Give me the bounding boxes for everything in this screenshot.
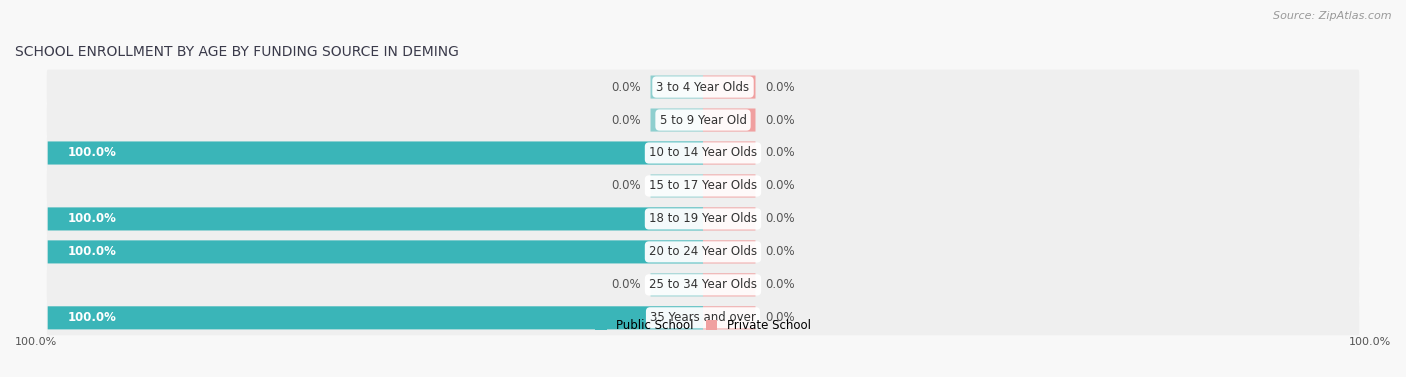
Text: 0.0%: 0.0%: [765, 212, 794, 225]
FancyBboxPatch shape: [48, 141, 703, 164]
Text: 0.0%: 0.0%: [765, 245, 794, 258]
FancyBboxPatch shape: [46, 135, 1360, 170]
FancyBboxPatch shape: [46, 169, 1360, 204]
FancyBboxPatch shape: [46, 70, 1360, 104]
Text: 0.0%: 0.0%: [765, 81, 794, 93]
FancyBboxPatch shape: [703, 141, 755, 164]
Text: 100.0%: 100.0%: [67, 212, 117, 225]
Text: 0.0%: 0.0%: [765, 113, 794, 127]
Text: 100.0%: 100.0%: [67, 311, 117, 324]
Text: 0.0%: 0.0%: [765, 278, 794, 291]
FancyBboxPatch shape: [48, 306, 703, 329]
FancyBboxPatch shape: [651, 75, 703, 99]
Text: 10 to 14 Year Olds: 10 to 14 Year Olds: [650, 147, 756, 159]
Text: 20 to 24 Year Olds: 20 to 24 Year Olds: [650, 245, 756, 258]
Text: 100.0%: 100.0%: [15, 337, 58, 347]
FancyBboxPatch shape: [46, 201, 1360, 236]
FancyBboxPatch shape: [48, 241, 703, 264]
Text: 100.0%: 100.0%: [67, 245, 117, 258]
Text: Source: ZipAtlas.com: Source: ZipAtlas.com: [1274, 11, 1392, 21]
FancyBboxPatch shape: [651, 109, 703, 132]
FancyBboxPatch shape: [48, 207, 703, 230]
FancyBboxPatch shape: [703, 109, 755, 132]
Legend: Public School, Private School: Public School, Private School: [591, 315, 815, 337]
FancyBboxPatch shape: [703, 306, 755, 329]
Text: SCHOOL ENROLLMENT BY AGE BY FUNDING SOURCE IN DEMING: SCHOOL ENROLLMENT BY AGE BY FUNDING SOUR…: [15, 45, 458, 59]
Text: 5 to 9 Year Old: 5 to 9 Year Old: [659, 113, 747, 127]
Text: 100.0%: 100.0%: [1348, 337, 1391, 347]
FancyBboxPatch shape: [703, 207, 755, 230]
FancyBboxPatch shape: [703, 241, 755, 264]
FancyBboxPatch shape: [46, 234, 1360, 270]
Text: 100.0%: 100.0%: [67, 147, 117, 159]
Text: 0.0%: 0.0%: [612, 278, 641, 291]
Text: 3 to 4 Year Olds: 3 to 4 Year Olds: [657, 81, 749, 93]
FancyBboxPatch shape: [651, 273, 703, 296]
Text: 0.0%: 0.0%: [612, 179, 641, 193]
FancyBboxPatch shape: [703, 175, 755, 198]
Text: 0.0%: 0.0%: [765, 147, 794, 159]
Text: 15 to 17 Year Olds: 15 to 17 Year Olds: [650, 179, 756, 193]
Text: 0.0%: 0.0%: [612, 113, 641, 127]
FancyBboxPatch shape: [46, 103, 1360, 138]
Text: 0.0%: 0.0%: [765, 311, 794, 324]
Text: 18 to 19 Year Olds: 18 to 19 Year Olds: [650, 212, 756, 225]
Text: 0.0%: 0.0%: [612, 81, 641, 93]
FancyBboxPatch shape: [46, 300, 1360, 335]
Text: 25 to 34 Year Olds: 25 to 34 Year Olds: [650, 278, 756, 291]
FancyBboxPatch shape: [703, 273, 755, 296]
Text: 0.0%: 0.0%: [765, 179, 794, 193]
FancyBboxPatch shape: [46, 267, 1360, 302]
FancyBboxPatch shape: [651, 175, 703, 198]
FancyBboxPatch shape: [703, 75, 755, 99]
Text: 35 Years and over: 35 Years and over: [650, 311, 756, 324]
